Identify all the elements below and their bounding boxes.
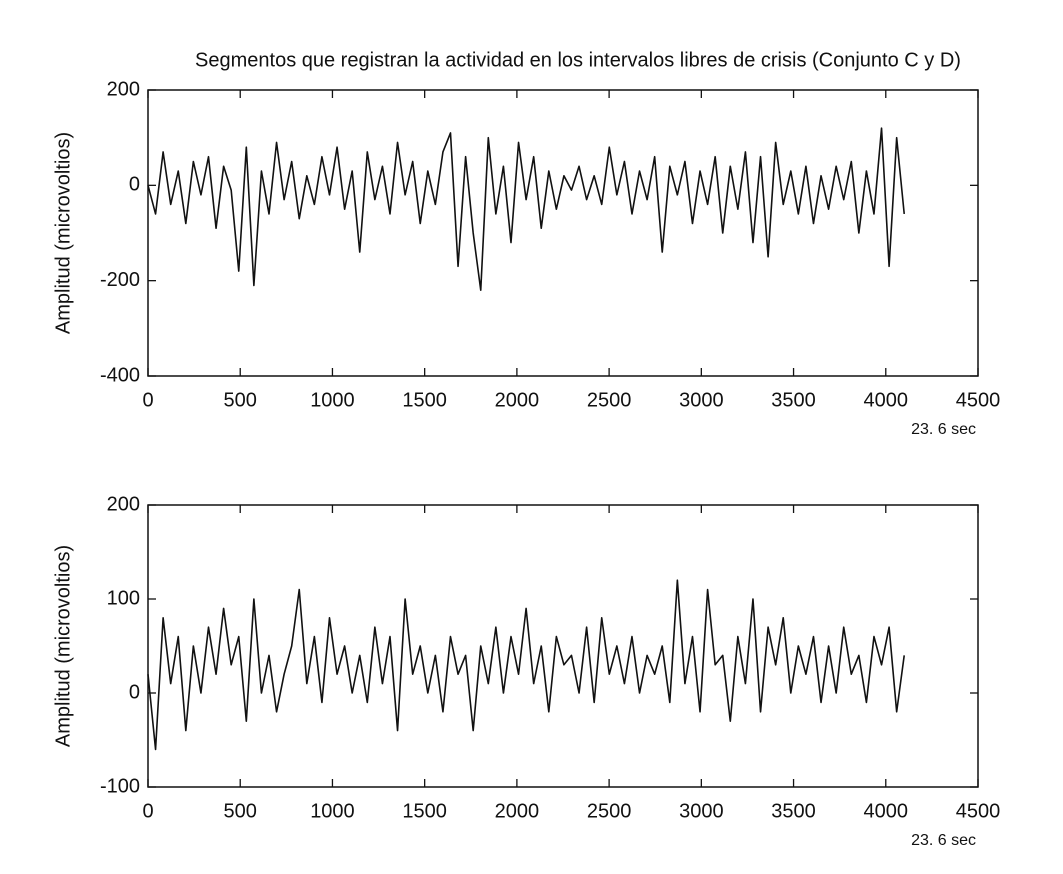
x-tick-label: 4000 xyxy=(864,389,909,411)
x-tick-label: 4500 xyxy=(956,389,1001,411)
y-tick-label: -200 xyxy=(100,269,140,291)
x-tick-label: 4500 xyxy=(956,800,1001,822)
x-tick-label: 2500 xyxy=(587,800,632,822)
y-tick-label: 200 xyxy=(107,493,140,515)
signal-line xyxy=(147,127,906,291)
annotation: 23. 6 sec xyxy=(911,421,976,438)
x-tick-label: 4000 xyxy=(864,800,909,822)
x-tick-label: 3500 xyxy=(771,800,816,822)
x-tick-label: 1000 xyxy=(310,389,355,411)
x-tick-label: 500 xyxy=(224,800,257,822)
y-axis-label: Amplitud (microvoltios) xyxy=(52,132,74,334)
x-tick-label: 0 xyxy=(142,389,153,411)
signal-line xyxy=(147,579,906,751)
x-tick-label: 2000 xyxy=(495,800,540,822)
chart-title: Segmentos que registran la actividad en … xyxy=(195,49,961,71)
axes-box xyxy=(147,504,979,788)
x-tick-label: 2500 xyxy=(587,389,632,411)
axes-box xyxy=(147,89,979,377)
x-tick-label: 1000 xyxy=(310,800,355,822)
y-axis-label: Amplitud (microvoltios) xyxy=(52,545,74,747)
x-tick-label: 3000 xyxy=(679,800,724,822)
y-tick-label: -400 xyxy=(100,364,140,386)
y-tick-label: 0 xyxy=(129,174,140,196)
x-tick-label: 1500 xyxy=(402,800,447,822)
y-tick-label: 0 xyxy=(129,681,140,703)
x-tick-label: 3500 xyxy=(771,389,816,411)
y-tick-label: 200 xyxy=(107,78,140,100)
x-tick-label: 500 xyxy=(224,389,257,411)
y-tick-label: -100 xyxy=(100,775,140,797)
annotation: 23. 6 sec xyxy=(911,832,976,849)
y-tick-label: 100 xyxy=(107,587,140,609)
x-tick-label: 1500 xyxy=(402,389,447,411)
x-tick-label: 2000 xyxy=(495,389,540,411)
x-tick-label: 0 xyxy=(142,800,153,822)
x-tick-label: 3000 xyxy=(679,389,724,411)
